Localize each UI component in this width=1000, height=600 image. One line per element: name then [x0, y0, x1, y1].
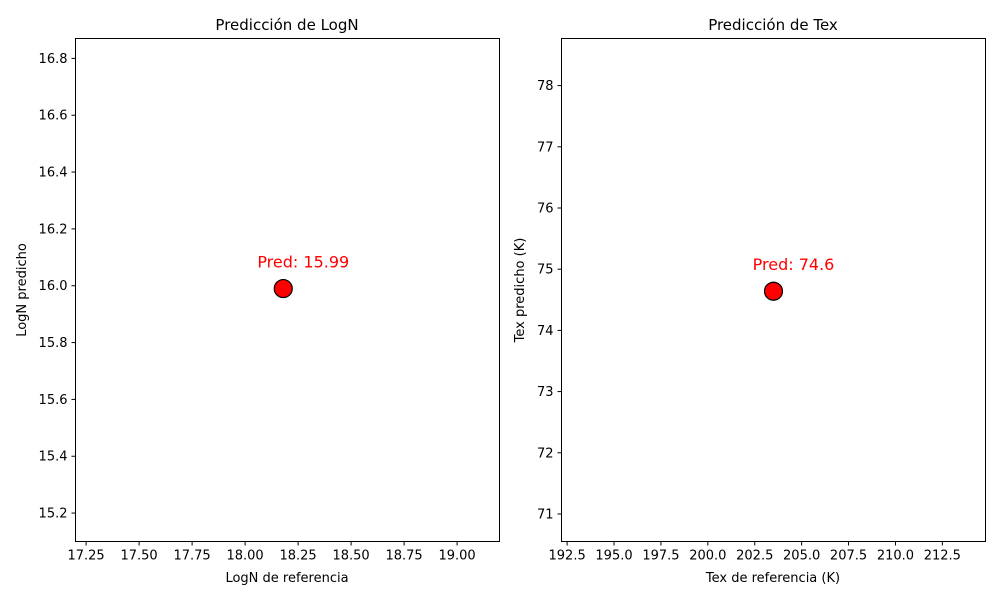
points — [273, 278, 293, 299]
x-tick-label: 19.00 — [438, 549, 475, 564]
y-tick-label: 75 — [537, 263, 554, 278]
subplot-logn: Predicción de LogN LogN de referencia Lo… — [15, 16, 500, 586]
y-tick-label: 77 — [537, 140, 554, 155]
x-tick-label: 195.0 — [595, 549, 632, 564]
plot-frame — [75, 38, 500, 542]
x-tick-label: 18.75 — [385, 549, 422, 564]
y-tick-label: 15.6 — [39, 393, 68, 408]
y-tick-label: 16.2 — [39, 222, 68, 237]
x-tick-label: 200.0 — [689, 549, 726, 564]
x-tick-label: 210.0 — [877, 549, 914, 564]
y-tick-label: 15.8 — [39, 336, 68, 351]
x-ticks: 17.25 17.50 17.75 18.00 18.25 18.50 18.75 19.00 — [67, 541, 476, 564]
x-tick-label: 18.50 — [332, 549, 369, 564]
x-tick-label: 17.25 — [67, 549, 104, 564]
y-tick-label: 16.6 — [39, 109, 68, 124]
y-tick-label: 15.4 — [39, 450, 68, 465]
data-point — [763, 281, 784, 301]
y-tick-label: 78 — [537, 79, 554, 94]
data-point — [273, 278, 293, 299]
x-tick-label: 202.5 — [736, 549, 773, 564]
y-tick-label: 16.0 — [39, 279, 68, 294]
x-tick-label: 192.5 — [549, 549, 586, 564]
y-tick-label: 16.4 — [39, 166, 68, 181]
y-tick-label: 15.2 — [39, 507, 68, 522]
x-tick-label: 17.75 — [173, 549, 210, 564]
x-axis-label: LogN de referencia — [225, 571, 348, 586]
x-tick-label: 18.25 — [279, 549, 316, 564]
y-tick-label: 73 — [537, 385, 554, 400]
y-tick-label: 72 — [537, 446, 554, 461]
y-axis-label: Tex predicho (K) — [513, 238, 528, 344]
x-tick-label: 18.00 — [226, 549, 263, 564]
plot-frame — [561, 38, 986, 542]
x-tick-label: 17.50 — [120, 549, 157, 564]
x-tick-label: 205.0 — [783, 549, 820, 564]
y-axis-label: LogN predicho — [15, 243, 30, 337]
y-tick-label: 76 — [537, 202, 554, 217]
x-tick-label: 207.5 — [830, 549, 867, 564]
y-tick-label: 74 — [537, 324, 554, 339]
chart-title: Predicción de LogN — [215, 16, 358, 34]
prediction-annotation: Pred: 74.6 — [753, 255, 835, 274]
points — [763, 281, 784, 301]
subplot-tex: Predicción de Tex Tex de referencia (K) … — [513, 16, 986, 586]
y-ticks: 15.2 15.4 15.6 15.8 16.0 16.2 16.4 16.6 16.8 — [39, 52, 76, 522]
y-tick-label: 71 — [537, 507, 554, 522]
x-ticks: 192.5 195.0 197.5 200.0 202.5 205.0 207.5 210.0… — [549, 541, 961, 564]
y-tick-label: 16.8 — [39, 52, 68, 67]
x-tick-label: 197.5 — [642, 549, 679, 564]
x-tick-label: 212.5 — [924, 549, 961, 564]
prediction-annotation: Pred: 15.99 — [257, 253, 349, 272]
chart-title: Predicción de Tex — [708, 16, 838, 34]
y-ticks: 71 72 73 74 75 76 77 78 — [537, 79, 562, 522]
x-axis-label: Tex de referencia (K) — [705, 571, 840, 586]
